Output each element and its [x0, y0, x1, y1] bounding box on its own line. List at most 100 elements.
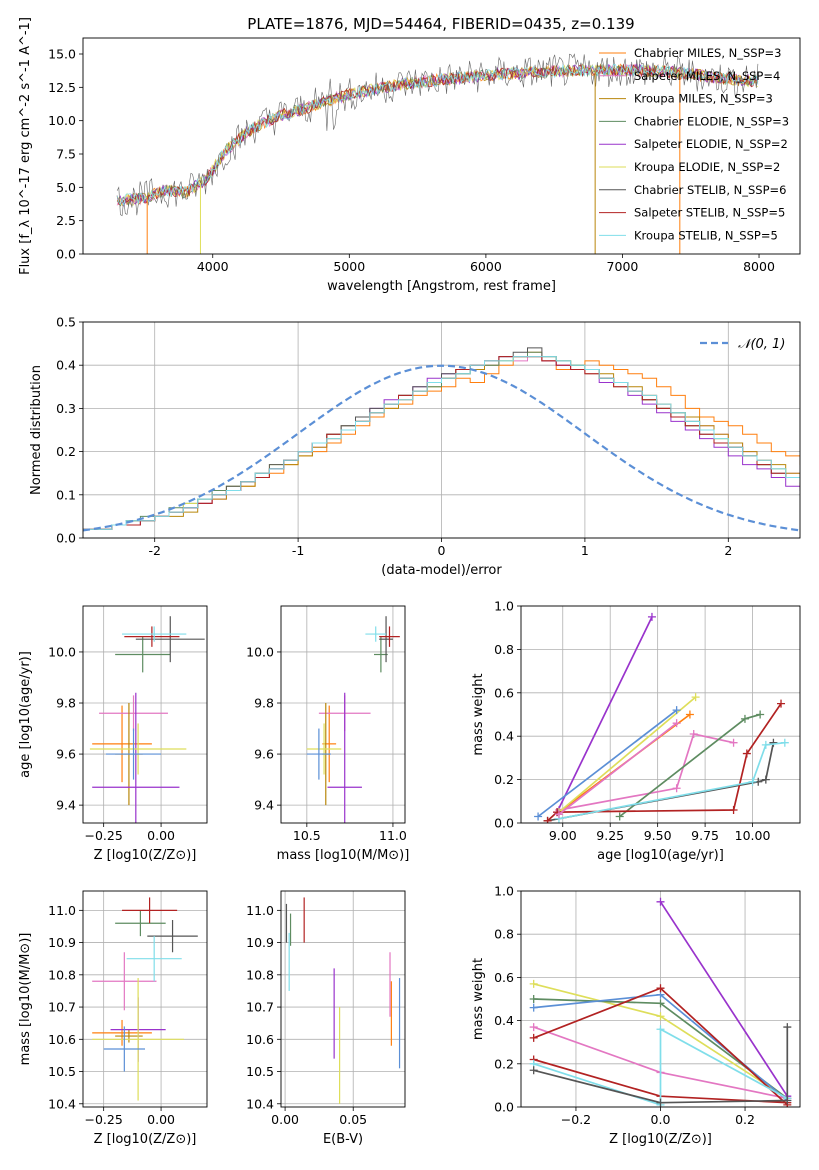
x-tick-label: 10.00: [735, 828, 771, 843]
y-tick-label: 10.0: [48, 113, 76, 128]
x-tick-label: 9.25: [596, 828, 624, 843]
plot-area: [306, 616, 400, 823]
y-tick-label: 2.5: [56, 213, 76, 228]
y-tick-label: 0.8: [494, 927, 514, 942]
weight-marker: [615, 812, 624, 821]
weight-marker: [761, 740, 770, 749]
errorbar-point: [135, 616, 205, 663]
plot-area: [116, 53, 759, 254]
y-tick-label: 0.8: [494, 642, 514, 657]
y-tick-label: 10.7: [246, 1000, 274, 1015]
y-axis-label: Normed distribution: [29, 365, 44, 495]
errorbar-point: [379, 626, 400, 647]
weight-marker: [783, 1096, 792, 1105]
axes-frame: [82, 37, 801, 255]
x-tick-label: -1: [292, 543, 304, 558]
x-tick-label: −0.25: [85, 828, 123, 843]
gaussian-curve: [83, 364, 800, 532]
errorbar-point: [89, 723, 187, 775]
x-tick-label: −0.25: [85, 1112, 123, 1127]
legend: Chabrier MILES, N_SSP=3 Salpeter MILES, N…: [599, 46, 789, 242]
y-tick-label: 1.0: [494, 884, 514, 899]
y-tick-label: 10.0: [48, 644, 76, 659]
weight-marker: [672, 784, 681, 793]
weight-marker: [783, 1023, 792, 1032]
y-tick-label: 15.0: [48, 47, 76, 62]
y-axis-label: age [log10(age/yr)]: [18, 651, 33, 778]
spectrum-line: [116, 63, 759, 206]
errorbar-point: [365, 626, 387, 642]
errorbar-point: [92, 705, 152, 783]
plot-area: [83, 347, 800, 532]
y-tick-label: 0.3: [56, 401, 76, 416]
weight-marker: [656, 897, 665, 906]
y-tick-label: 9.6: [56, 747, 76, 762]
axes-frame: [82, 890, 208, 1108]
weight-marker: [534, 812, 543, 821]
weight-marker: [647, 612, 656, 621]
weight-line: [558, 722, 678, 815]
x-axis-label: age [log10(age/yr)]: [597, 848, 724, 863]
y-tick-label: 9.8: [56, 696, 76, 711]
x-tick-label: 0.00: [147, 1112, 175, 1127]
weight-line: [537, 709, 678, 818]
plot-area: [92, 897, 198, 1101]
x-tick-label: 2: [724, 543, 732, 558]
errorbar-point: [306, 728, 331, 780]
x-axis-label: E(B-V): [323, 1132, 363, 1147]
histogram-series: [83, 356, 800, 530]
histogram-series: [83, 356, 800, 530]
x-axis-label: Z [log10(Z/Z⊙)]: [94, 848, 197, 863]
y-tick-label: 0.4: [56, 358, 76, 373]
x-tick-label: 9.00: [549, 828, 577, 843]
x-tick-label: -2: [148, 543, 160, 558]
weight-line: [533, 1027, 789, 1104]
y-tick-label: 0.6: [494, 970, 514, 985]
legend-label: Kroupa ELODIE, N_SSP=2: [634, 160, 780, 174]
weight-marker: [656, 999, 665, 1008]
errorbar-point: [124, 626, 180, 647]
legend-label: Kroupa STELIB, N_SSP=5: [634, 228, 778, 242]
y-tick-label: 10.6: [246, 1032, 274, 1047]
y-tick-label: 9.8: [254, 696, 274, 711]
histogram-series: [83, 351, 800, 530]
axes-frame: [520, 605, 801, 824]
weight-marker: [780, 738, 789, 747]
errorbar-point: [99, 695, 168, 732]
weight-marker: [656, 1098, 665, 1107]
weight-marker: [691, 693, 700, 702]
x-tick-label: 1: [581, 543, 589, 558]
weight-marker: [729, 805, 738, 814]
y-tick-label: 11.0: [48, 903, 76, 918]
y-tick-label: 0.2: [494, 772, 514, 787]
y-tick-label: 0.0: [494, 816, 514, 831]
errorbar-point: [105, 728, 162, 780]
x-tick-label: 9.50: [644, 828, 672, 843]
weight-marker: [685, 710, 694, 719]
errorbar-point: [379, 616, 393, 663]
x-axis-label: Z [log10(Z/Z⊙)]: [94, 1132, 197, 1147]
y-tick-label: 0.2: [494, 1056, 514, 1071]
legend-label: Salpeter MILES, N_SSP=4: [634, 69, 780, 83]
errorbar-point: [122, 897, 178, 924]
chart-age-vs-mass: 10.5 11.0 9.4 9.6 9.8 10.0 mass [log10(M/M⊙)]: [246, 605, 409, 863]
weight-marker: [656, 1025, 665, 1034]
legend-label: 𝒩(0, 1): [738, 337, 785, 352]
weight-marker: [756, 710, 765, 719]
y-tick-label: 10.4: [48, 1096, 76, 1111]
weight-marker: [761, 775, 770, 784]
y-tick-label: 0.4: [494, 729, 514, 744]
y-tick-label: 0.6: [494, 685, 514, 700]
errorbar-point: [92, 952, 157, 1011]
errorbar-point: [126, 936, 182, 982]
errorbar-point: [103, 1026, 145, 1072]
x-tick-label: 6000: [470, 259, 502, 274]
weight-line: [558, 741, 785, 820]
weight-marker: [656, 1012, 665, 1021]
y-axis-label: mass [log10(M/M⊙)]: [18, 933, 33, 1066]
weight-line: [533, 1027, 788, 1106]
weight-marker: [748, 777, 757, 786]
chart-weight-vs-Z: −0.2 0.0 0.2 0.0 0.2 0.4 0.6 0.8 1.0 Z [log10(Z/Z…: [471, 884, 801, 1147]
errorbar-point: [115, 910, 166, 937]
